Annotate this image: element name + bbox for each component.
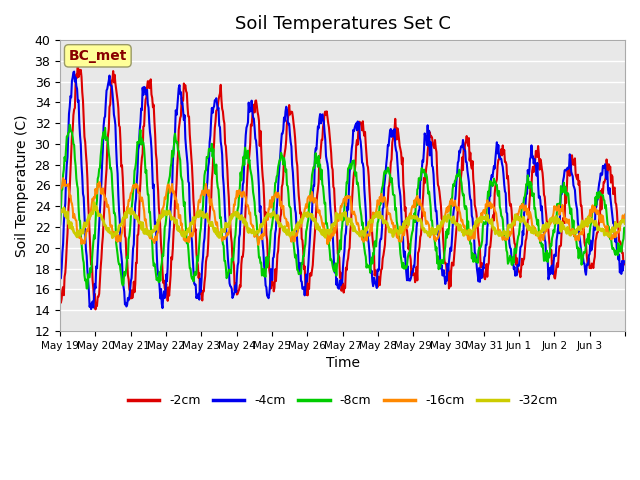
-2cm	[56, 291, 64, 297]
-4cm	[434, 232, 442, 238]
Line: -32cm: -32cm	[60, 203, 625, 238]
-2cm	[621, 260, 629, 265]
-16cm	[227, 217, 235, 223]
-16cm	[255, 242, 262, 248]
-16cm	[434, 235, 442, 240]
-16cm	[256, 234, 264, 240]
-2cm	[228, 240, 236, 245]
-2cm	[277, 211, 285, 217]
-16cm	[621, 211, 629, 217]
-4cm	[277, 140, 285, 146]
-8cm	[403, 265, 410, 271]
-2cm	[74, 56, 82, 62]
-4cm	[621, 260, 629, 265]
-8cm	[66, 122, 74, 128]
-4cm	[256, 209, 264, 215]
-2cm	[403, 226, 410, 232]
-8cm	[277, 150, 285, 156]
-4cm	[228, 286, 236, 292]
Line: -2cm: -2cm	[60, 59, 625, 310]
Title: Soil Temperatures Set C: Soil Temperatures Set C	[235, 15, 451, 33]
-8cm	[228, 256, 236, 262]
-8cm	[434, 253, 442, 259]
-8cm	[124, 255, 132, 261]
-32cm	[228, 216, 236, 221]
-32cm	[277, 222, 285, 228]
X-axis label: Time: Time	[326, 356, 360, 370]
Line: -16cm: -16cm	[60, 178, 625, 245]
-8cm	[256, 254, 264, 260]
-2cm	[434, 182, 442, 188]
-16cm	[403, 224, 410, 230]
Line: -8cm: -8cm	[60, 125, 625, 288]
-16cm	[60, 175, 67, 181]
-8cm	[83, 286, 90, 291]
Text: BC_met: BC_met	[68, 49, 127, 63]
-4cm	[403, 270, 410, 276]
Line: -4cm: -4cm	[60, 72, 625, 309]
Legend: -2cm, -4cm, -8cm, -16cm, -32cm: -2cm, -4cm, -8cm, -16cm, -32cm	[123, 389, 563, 412]
-8cm	[56, 222, 64, 228]
-32cm	[56, 210, 64, 216]
-16cm	[124, 204, 131, 210]
-32cm	[124, 209, 132, 215]
-16cm	[56, 187, 64, 192]
-4cm	[56, 275, 64, 280]
-32cm	[109, 235, 116, 240]
-4cm	[124, 295, 132, 301]
-16cm	[277, 199, 285, 204]
-2cm	[92, 307, 99, 312]
-4cm	[87, 306, 95, 312]
-32cm	[434, 223, 442, 229]
-32cm	[403, 220, 410, 226]
-4cm	[70, 69, 78, 74]
-32cm	[90, 200, 98, 205]
-32cm	[621, 221, 629, 227]
-2cm	[124, 272, 132, 278]
-8cm	[621, 227, 629, 233]
-32cm	[256, 228, 264, 233]
Y-axis label: Soil Temperature (C): Soil Temperature (C)	[15, 114, 29, 257]
-2cm	[256, 143, 264, 149]
